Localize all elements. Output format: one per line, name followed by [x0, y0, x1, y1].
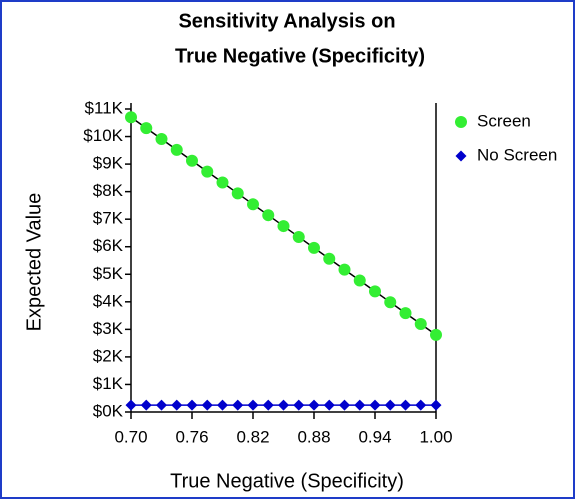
data-point: [430, 399, 442, 411]
data-point: [216, 176, 229, 189]
x-tick-label: 0.94: [358, 427, 391, 446]
chart-title: Sensitivity Analysis on: [178, 10, 395, 32]
y-tick-label: $2K: [93, 346, 124, 365]
y-tick-label: $4K: [93, 291, 124, 310]
y-tick-label: $5K: [93, 264, 124, 283]
legend-label: Screen: [477, 111, 531, 130]
x-tick-label: 0.76: [175, 427, 208, 446]
data-point: [339, 399, 350, 411]
y-tick-label: $1K: [93, 374, 124, 393]
data-point: [262, 209, 275, 222]
data-point: [125, 111, 137, 124]
data-point: [415, 399, 427, 411]
data-point: [293, 399, 305, 411]
data-point: [125, 399, 137, 411]
y-tick-label: $6K: [93, 236, 124, 255]
legend-marker: [455, 116, 467, 128]
data-point: [414, 317, 427, 330]
data-point: [247, 399, 259, 411]
y-tick-label: $9K: [93, 154, 124, 173]
x-tick-label: 0.88: [297, 427, 330, 446]
data-point: [353, 274, 366, 287]
data-point: [201, 399, 213, 411]
data-point: [400, 399, 411, 411]
data-point: [262, 399, 274, 411]
data-point: [278, 399, 289, 411]
y-tick-label: $8K: [93, 181, 124, 200]
data-point: [247, 198, 259, 211]
data-point: [277, 220, 290, 233]
data-point: [292, 230, 305, 243]
data-point: [354, 399, 366, 411]
data-point: [170, 143, 183, 156]
legend-label: No Screen: [477, 145, 557, 164]
data-point: [140, 122, 153, 135]
data-point: [384, 296, 397, 309]
data-point: [323, 252, 336, 265]
y-tick-label: $3K: [93, 319, 124, 338]
data-point: [217, 399, 228, 411]
data-point: [201, 165, 214, 178]
data-point: [232, 399, 244, 411]
data-point: [384, 399, 396, 411]
y-tick-label: $11K: [85, 98, 124, 117]
y-tick-label: $0K: [93, 401, 124, 420]
legend-marker: [455, 150, 467, 162]
x-axis-title: True Negative (Specificity): [170, 470, 404, 492]
y-tick-label: $10K: [83, 126, 123, 145]
data-point: [156, 399, 167, 411]
data-point: [308, 241, 320, 254]
data-point: [338, 263, 351, 276]
data-point: [155, 133, 168, 146]
data-point: [430, 328, 442, 341]
data-point: [308, 399, 320, 411]
data-point: [140, 399, 152, 411]
data-point: [369, 399, 381, 411]
data-point: [171, 399, 183, 411]
x-tick-label: 0.70: [114, 427, 147, 446]
y-axis-title: Expected Value: [23, 193, 45, 332]
data-point: [323, 399, 335, 411]
x-tick-label: 1.00: [419, 427, 452, 446]
data-point: [231, 187, 244, 200]
y-tick-label: $7K: [93, 209, 124, 228]
data-point: [369, 285, 381, 298]
x-tick-label: 0.82: [236, 427, 269, 446]
chart-title: True Negative (Specificity): [175, 45, 425, 67]
data-point: [186, 154, 198, 167]
data-point: [186, 399, 198, 411]
data-point: [399, 307, 412, 320]
